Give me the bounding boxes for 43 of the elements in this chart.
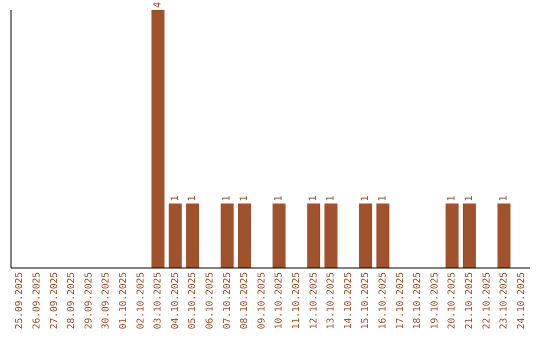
- x-tick-label: 26.09.2025: [31, 272, 42, 330]
- x-tick-label: 22.10.2025: [481, 272, 492, 330]
- x-tick-label: 05.10.2025: [187, 272, 198, 330]
- x-tick-label: 12.10.2025: [308, 272, 320, 330]
- x-tick-label: 19.10.2025: [429, 272, 440, 330]
- x-tick-label: 02.10.2025: [135, 272, 146, 330]
- x-tick-label: 09.10.2025: [256, 272, 268, 330]
- data-label: 1: [238, 195, 250, 202]
- data-label: 1: [187, 195, 198, 202]
- x-tick-label: 08.10.2025: [239, 272, 250, 330]
- x-tick-label: 11.10.2025: [290, 272, 302, 330]
- x-tick-label: 25.09.2025: [14, 272, 26, 330]
- x-tick-label: 01.10.2025: [118, 272, 129, 330]
- x-tick-label: 07.10.2025: [222, 272, 233, 330]
- data-label: 1: [308, 195, 320, 202]
- x-tick-label: 23.10.2025: [498, 272, 510, 330]
- x-tick-label: 29.09.2025: [83, 272, 94, 330]
- x-tick-label: 03.10.2025: [152, 272, 164, 330]
- x-tick-label: 21.10.2025: [464, 272, 475, 330]
- x-tick-label: 20.10.2025: [446, 272, 458, 330]
- data-label: 1: [360, 195, 372, 202]
- data-label: 4: [152, 2, 164, 8]
- data-label: 1: [274, 195, 285, 202]
- x-tick-label: 30.09.2025: [100, 272, 112, 330]
- x-tick-label: 16.10.2025: [377, 272, 388, 330]
- x-tick-label: 13.10.2025: [326, 272, 337, 330]
- x-tick-label: 18.10.2025: [412, 272, 424, 330]
- data-label: 1: [170, 195, 181, 202]
- x-tick-label: 10.10.2025: [274, 272, 285, 330]
- x-tick-label: 14.10.2025: [342, 272, 354, 330]
- data-label: 1: [464, 195, 475, 202]
- data-label: 1: [377, 195, 388, 202]
- x-tick-label: 28.09.2025: [66, 272, 78, 330]
- data-label: 1: [222, 195, 233, 202]
- data-label: 1: [446, 195, 458, 202]
- x-tick-label: 04.10.2025: [170, 272, 181, 330]
- x-tick-label: 15.10.2025: [360, 272, 372, 330]
- x-tick-label: 27.09.2025: [48, 272, 60, 330]
- data-label: 1: [325, 195, 336, 202]
- x-tick-label: 17.10.2025: [394, 272, 406, 330]
- x-tick-label: 24.10.2025: [516, 272, 527, 330]
- data-label: 1: [498, 195, 510, 202]
- x-tick-label: 06.10.2025: [204, 272, 216, 330]
